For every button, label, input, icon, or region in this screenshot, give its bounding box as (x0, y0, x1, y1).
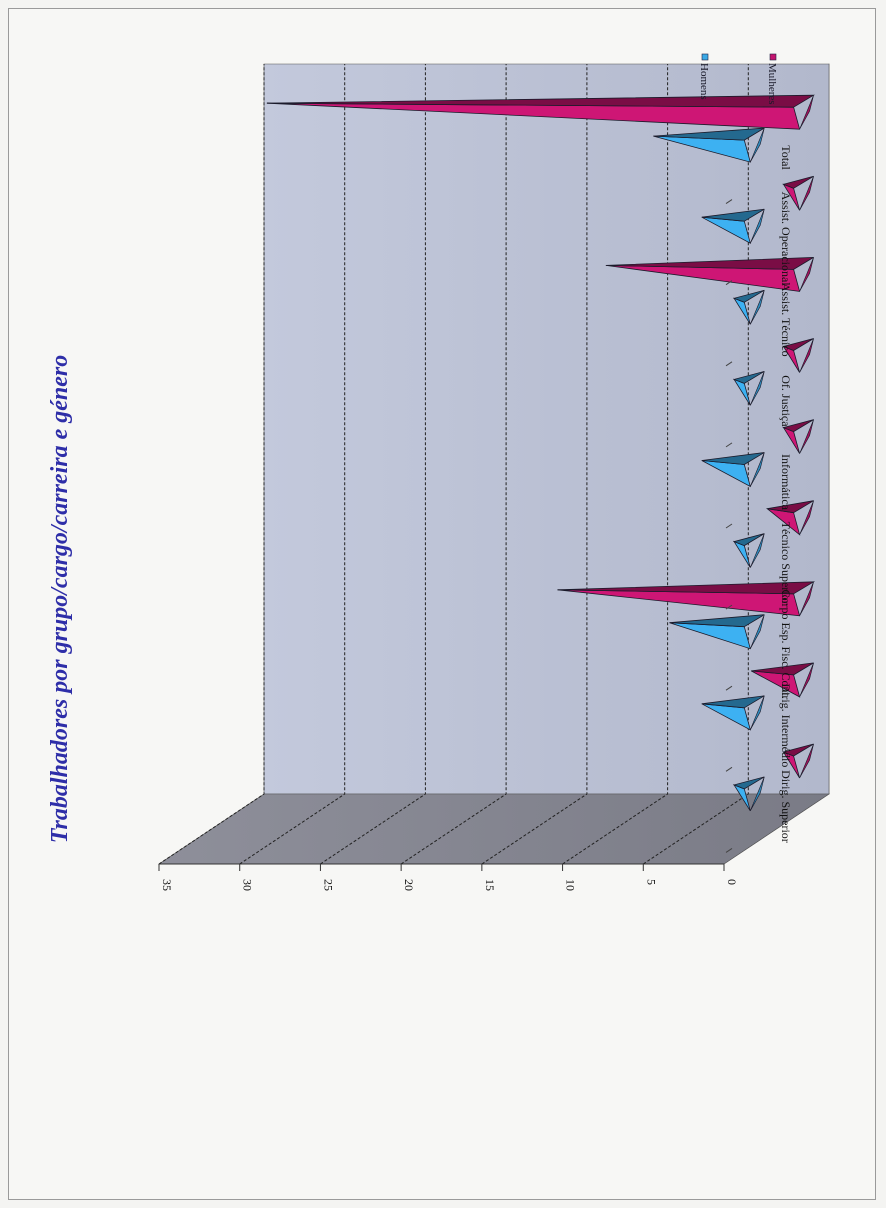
gridline (562, 64, 669, 865)
legend-item-mulheres: Mulheres (766, 53, 778, 105)
bar-mulheres (782, 338, 814, 373)
gridline (481, 64, 588, 865)
bar-homens (701, 452, 765, 488)
y-tick-label: 25 (321, 879, 335, 891)
chart-title: Trabalhadores por grupo/cargo/carreira e… (47, 355, 73, 843)
category-tick-mark (725, 604, 733, 610)
category-label: Corpo Esp. Fisc. Cont. (779, 590, 793, 699)
bar-homens (732, 371, 765, 406)
bar-mulheres (751, 662, 814, 698)
legend-swatch-mulheres (769, 53, 777, 61)
y-axis-ticks: 0 5 10 15 20 25 30 35 (160, 879, 739, 891)
category-tick-mark (725, 280, 733, 286)
category-tick-mark (725, 442, 733, 448)
gridlines (158, 64, 749, 871)
legend-label-mulheres: Mulheres (766, 63, 778, 105)
bar-mulheres (557, 581, 816, 617)
chart-marks (266, 94, 816, 812)
gridline (643, 64, 749, 865)
bar-mulheres (765, 500, 814, 536)
bar-homens (669, 614, 765, 650)
bar-homens (701, 208, 765, 244)
bar-mulheres (605, 257, 814, 292)
y-tick-label: 15 (483, 879, 497, 891)
chart-frame: 0 5 10 15 20 25 30 35 Dirig. Superior Dirig. Int… (8, 8, 876, 1200)
y-tick-label: 35 (160, 879, 174, 891)
category-label: Informática (779, 454, 793, 511)
y-tick-label: 5 (644, 879, 658, 885)
bar-mulheres (782, 743, 814, 779)
y-tick-label: 20 (402, 879, 416, 891)
bar-homens (653, 127, 765, 163)
bar-mulheres (266, 94, 816, 130)
bar-homens (732, 289, 765, 325)
y-tick-label: 30 (241, 879, 255, 891)
category-label: Of. Justiça (779, 375, 793, 427)
category-label: Total (779, 145, 793, 170)
bar-mulheres (782, 419, 814, 454)
category-label: Dirig. Superior (779, 770, 793, 843)
category-tick-mark (725, 848, 733, 853)
legend-item-homens: Homens (698, 53, 710, 100)
bar-homens (732, 776, 765, 812)
plot-side-wall (158, 793, 830, 865)
category-tick-mark (725, 523, 733, 529)
chart-svg: 0 5 10 15 20 25 30 35 Dirig. Superior Dirig. Int… (47, 53, 830, 891)
category-tick-mark (725, 361, 733, 367)
category-label: Dirig. Intermédio (779, 683, 793, 767)
legend: Homens Mulheres (698, 53, 778, 105)
y-tick-label: 10 (564, 879, 578, 891)
legend-swatch-homens (701, 53, 709, 61)
category-tick-mark (725, 766, 733, 772)
gridline (320, 64, 426, 865)
bar-mulheres (782, 175, 814, 211)
gridline (400, 64, 507, 865)
category-label: Assist. Operacional (779, 192, 793, 287)
gridline (158, 64, 265, 865)
bar-homens (701, 695, 765, 731)
plot-back-wall (263, 63, 830, 795)
category-tick-mark (725, 199, 733, 204)
y-tick-label: 0 (725, 879, 739, 885)
category-label: Técnico Superior (779, 522, 793, 605)
bar-homens (732, 533, 765, 568)
category-label: Assist. Técnico (779, 283, 793, 357)
legend-label-homens: Homens (698, 63, 710, 100)
gridline (239, 64, 346, 865)
category-tick-mark (725, 685, 733, 691)
